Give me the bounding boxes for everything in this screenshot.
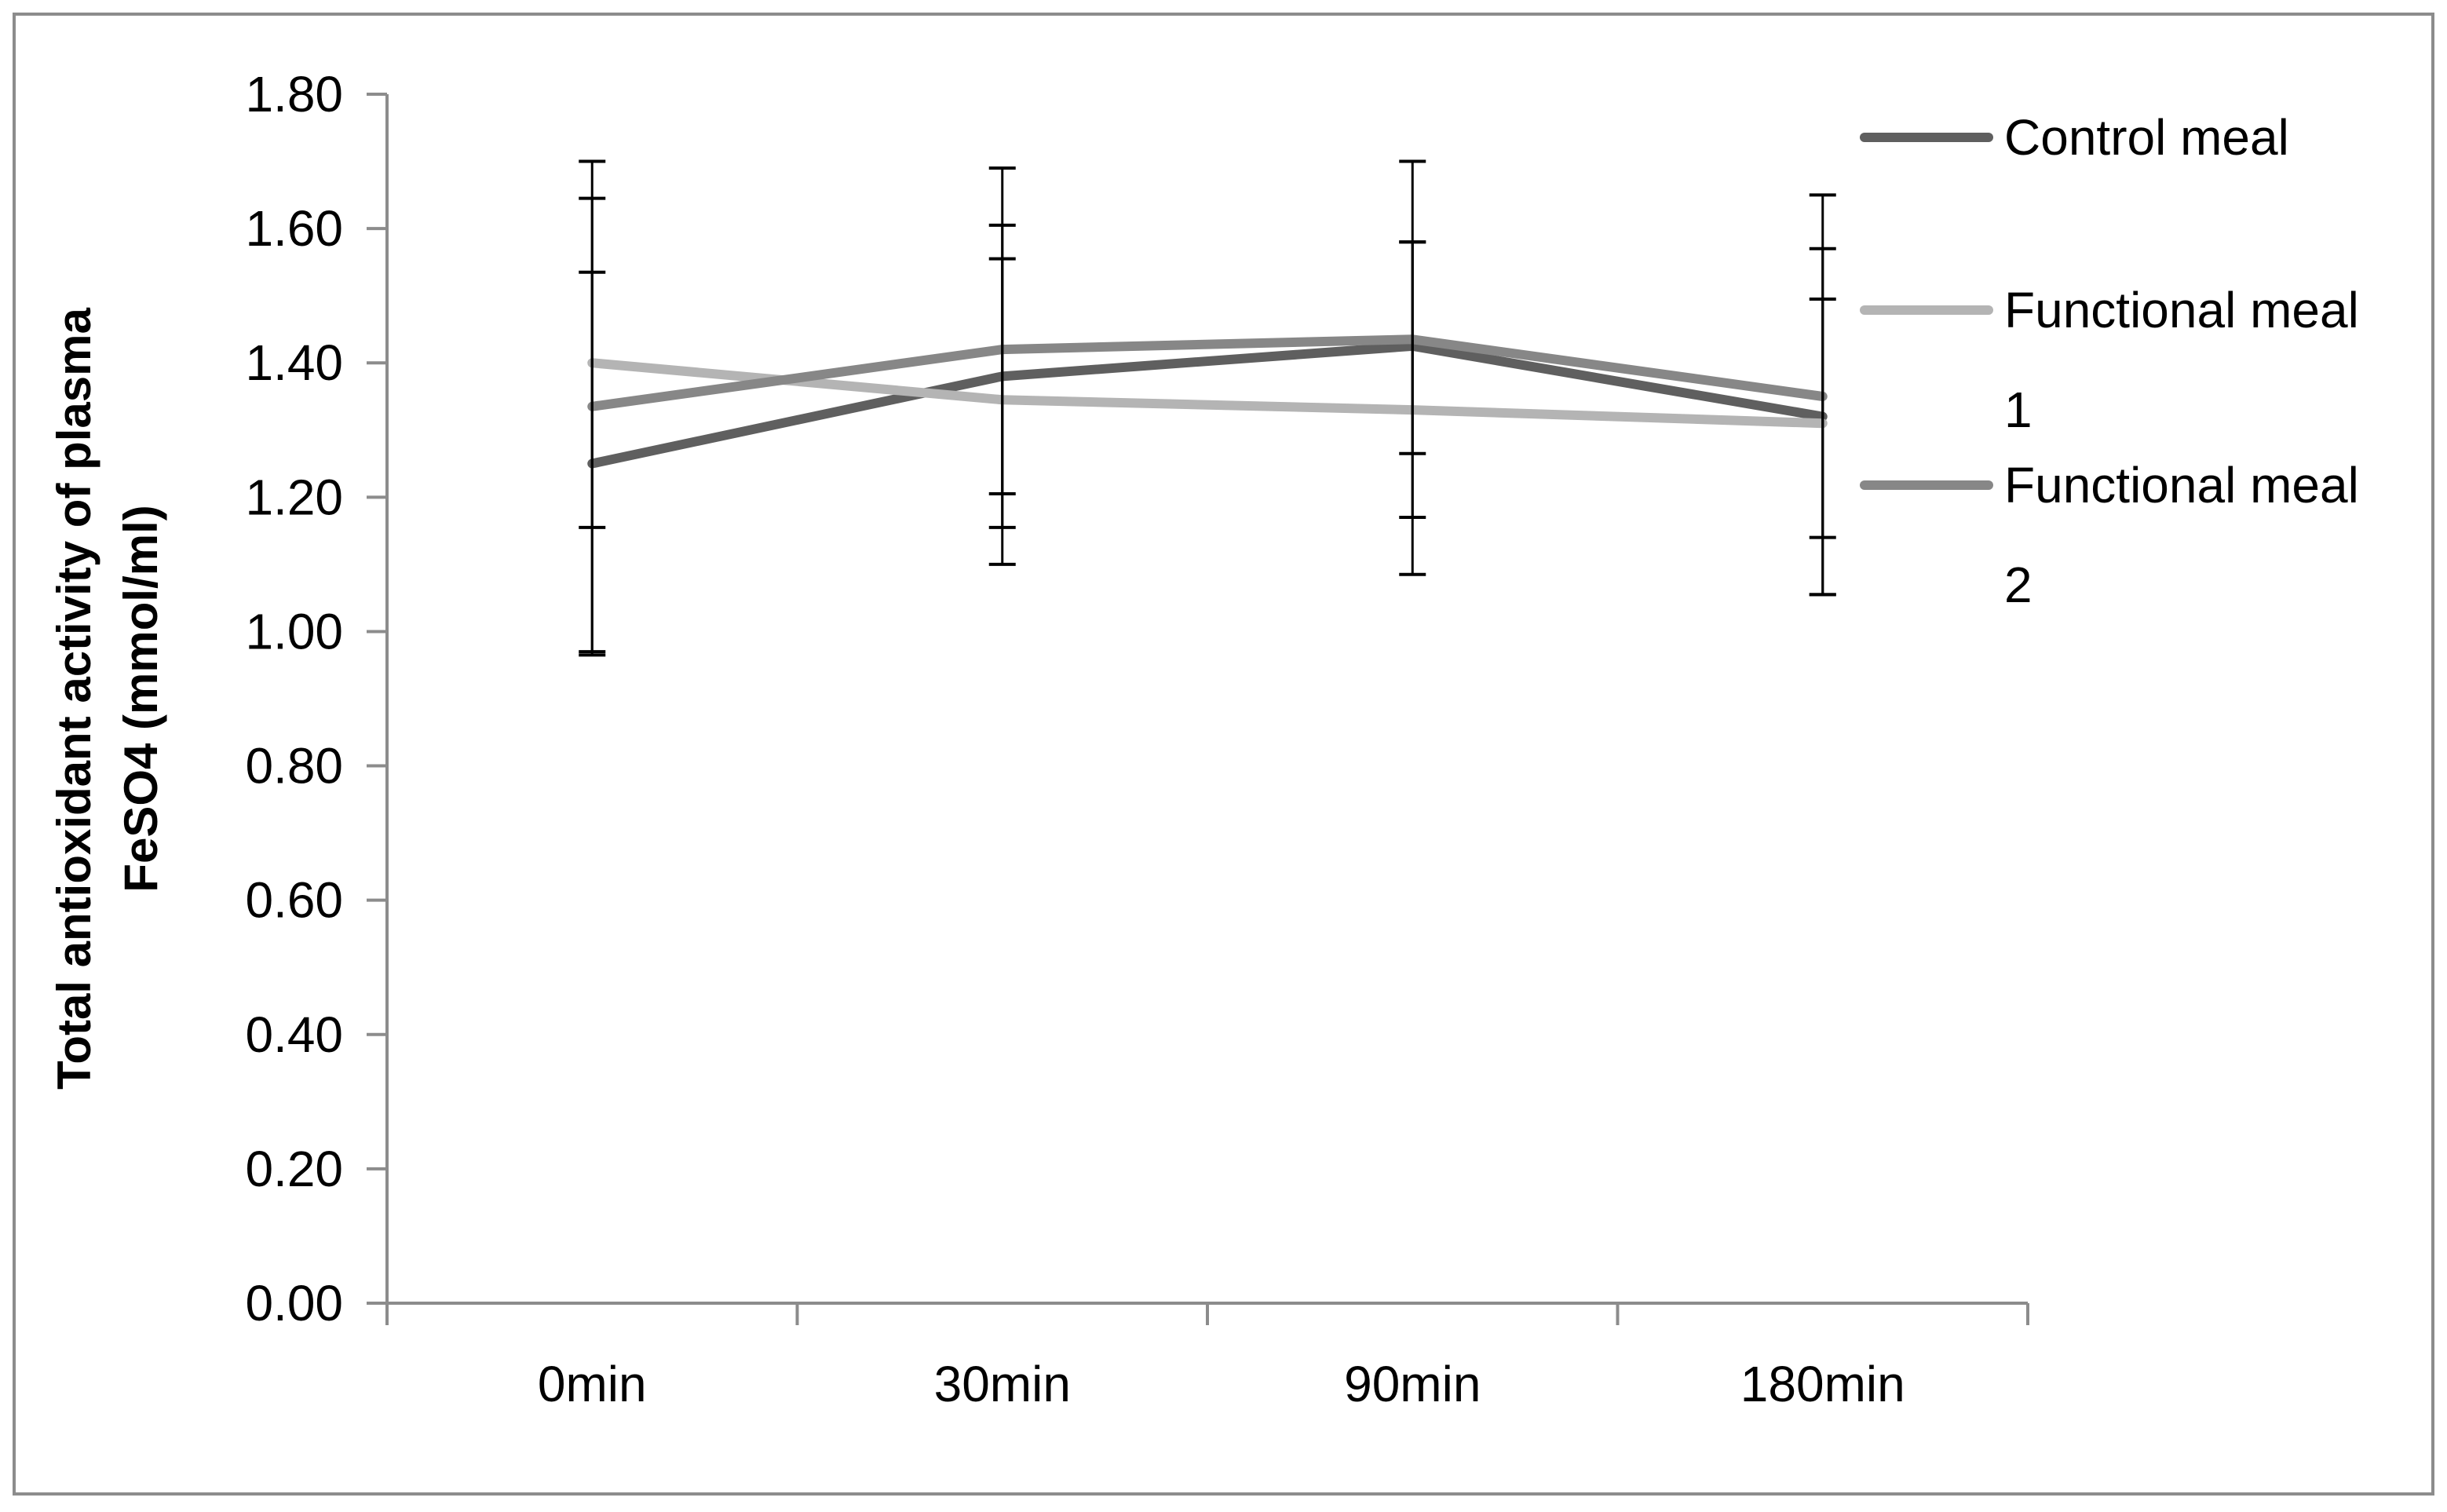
y-axis-title-line: FeSO4 (mmol/ml) [115,505,167,892]
legend-label-line: 2 [2004,557,2032,613]
y-tick-label: 0.80 [245,738,343,794]
chart-frame [13,13,2434,1496]
axes: 0.00 0.20 0.40 0.60 0.80 1.00 1.20 1.40 1.60 1.80… [245,66,2029,1412]
x-tick-label: 0min [538,1356,647,1412]
series-lines [587,334,1828,469]
series-line-control-meal [587,341,1828,469]
y-axis-title-text: Total antioxidant activity of plasma FeSO… [48,308,167,1090]
legend-item: Control meal [1860,109,2289,166]
y-tick-label: 0.20 [245,1141,343,1197]
legend-label: Functional meal 1 [2004,282,2359,438]
y-tick-label: 1.40 [245,334,343,391]
x-tick-label: 90min [1344,1356,1481,1412]
y-tick-label: 1.60 [245,200,343,257]
x-tick-label: 30min [934,1356,1071,1412]
legend-label-line: Functional meal [2004,282,2359,338]
y-tick-label: 0.60 [245,872,343,929]
y-tick-label: 0.40 [245,1006,343,1063]
error-bars [579,159,1836,657]
series-line-functional-meal-2 [587,334,1828,411]
legend-item: Functional meal 2 [1860,457,2359,613]
y-axis-title: Total antioxidant activity of plasma FeSO… [48,308,167,1090]
legend-label: Functional meal 2 [2004,457,2359,613]
y-tick-label: 1.00 [245,603,343,659]
legend-label: Control meal [2004,109,2289,166]
y-tick-label: 1.20 [245,469,343,525]
legend-label-line: Functional meal [2004,457,2359,513]
x-tick-label: 180min [1740,1356,1905,1412]
legend-label-line: 1 [2004,382,2032,438]
y-tick-label: 1.80 [245,66,343,122]
y-axis-title-line: Total antioxidant activity of plasma [48,308,100,1090]
legend-item: Functional meal 1 [1860,282,2359,438]
y-tick-label: 0.00 [245,1275,343,1331]
legend-label-line: Control meal [2004,109,2289,166]
